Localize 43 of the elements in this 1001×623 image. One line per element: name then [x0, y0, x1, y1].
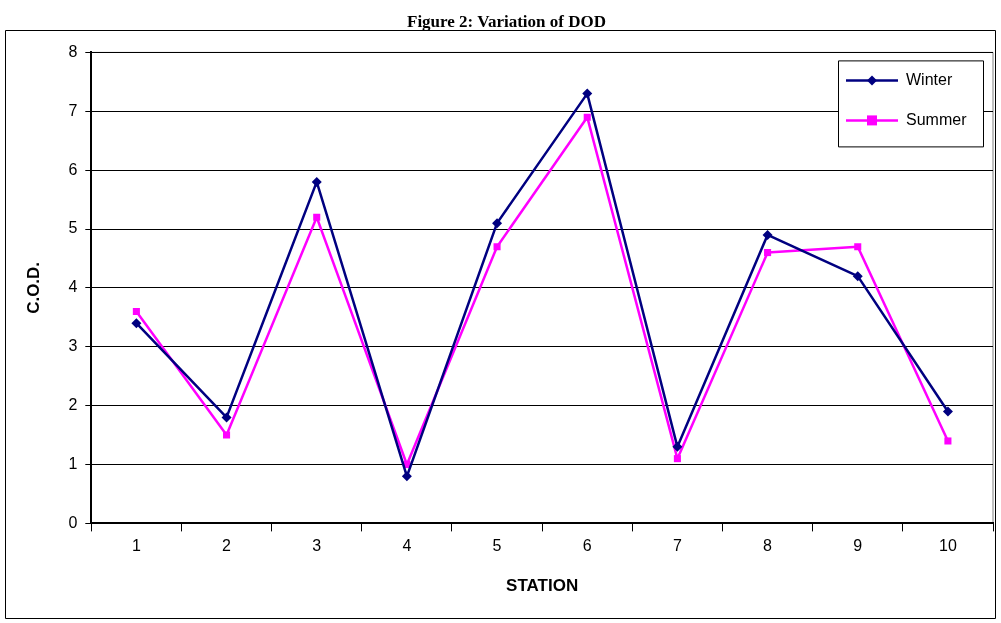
- legend-label: Winter: [906, 70, 953, 88]
- x-tick-label: 3: [312, 537, 322, 555]
- point: [311, 176, 322, 187]
- point: [221, 412, 232, 423]
- y-tick-label: 1: [68, 454, 78, 472]
- x-tick-label: 5: [492, 537, 502, 555]
- point: [223, 431, 231, 439]
- y-tick-label: 0: [68, 513, 78, 531]
- point: [401, 471, 412, 482]
- y-tick-label: 7: [68, 101, 78, 119]
- x-tick-label: 8: [763, 537, 773, 555]
- y-tick-label: 5: [68, 219, 78, 237]
- x-tick-label: 9: [853, 537, 863, 555]
- point: [942, 406, 953, 417]
- point: [672, 441, 683, 452]
- x-axis-title: STATION: [506, 576, 579, 596]
- point: [493, 243, 501, 251]
- point: [854, 243, 862, 251]
- x-tick-label: 10: [939, 537, 957, 555]
- x-tick-label: 1: [131, 537, 141, 555]
- y-tick-label: 6: [68, 160, 78, 178]
- y-tick-label: 8: [68, 42, 78, 60]
- point: [764, 249, 772, 257]
- legend-label: Summer: [906, 110, 968, 128]
- point: [132, 307, 140, 315]
- x-tick-label: 6: [582, 537, 592, 555]
- point: [313, 213, 321, 221]
- x-tick-label: 7: [672, 537, 682, 555]
- y-tick-label: 3: [68, 337, 78, 355]
- point: [762, 229, 773, 240]
- y-tick-label: 2: [68, 396, 78, 414]
- x-tick-label: 2: [222, 537, 232, 555]
- point: [852, 271, 863, 282]
- point: [673, 455, 681, 463]
- point: [131, 318, 142, 329]
- x-tick-label: 4: [402, 537, 412, 555]
- point: [583, 113, 591, 121]
- y-tick-label: 4: [68, 278, 78, 296]
- point: [582, 88, 593, 99]
- point: [492, 218, 503, 229]
- point: [944, 437, 952, 445]
- y-axis-title: C.O.D.: [23, 261, 43, 314]
- chart-title: Figure 2: Variation of DOD: [407, 11, 606, 31]
